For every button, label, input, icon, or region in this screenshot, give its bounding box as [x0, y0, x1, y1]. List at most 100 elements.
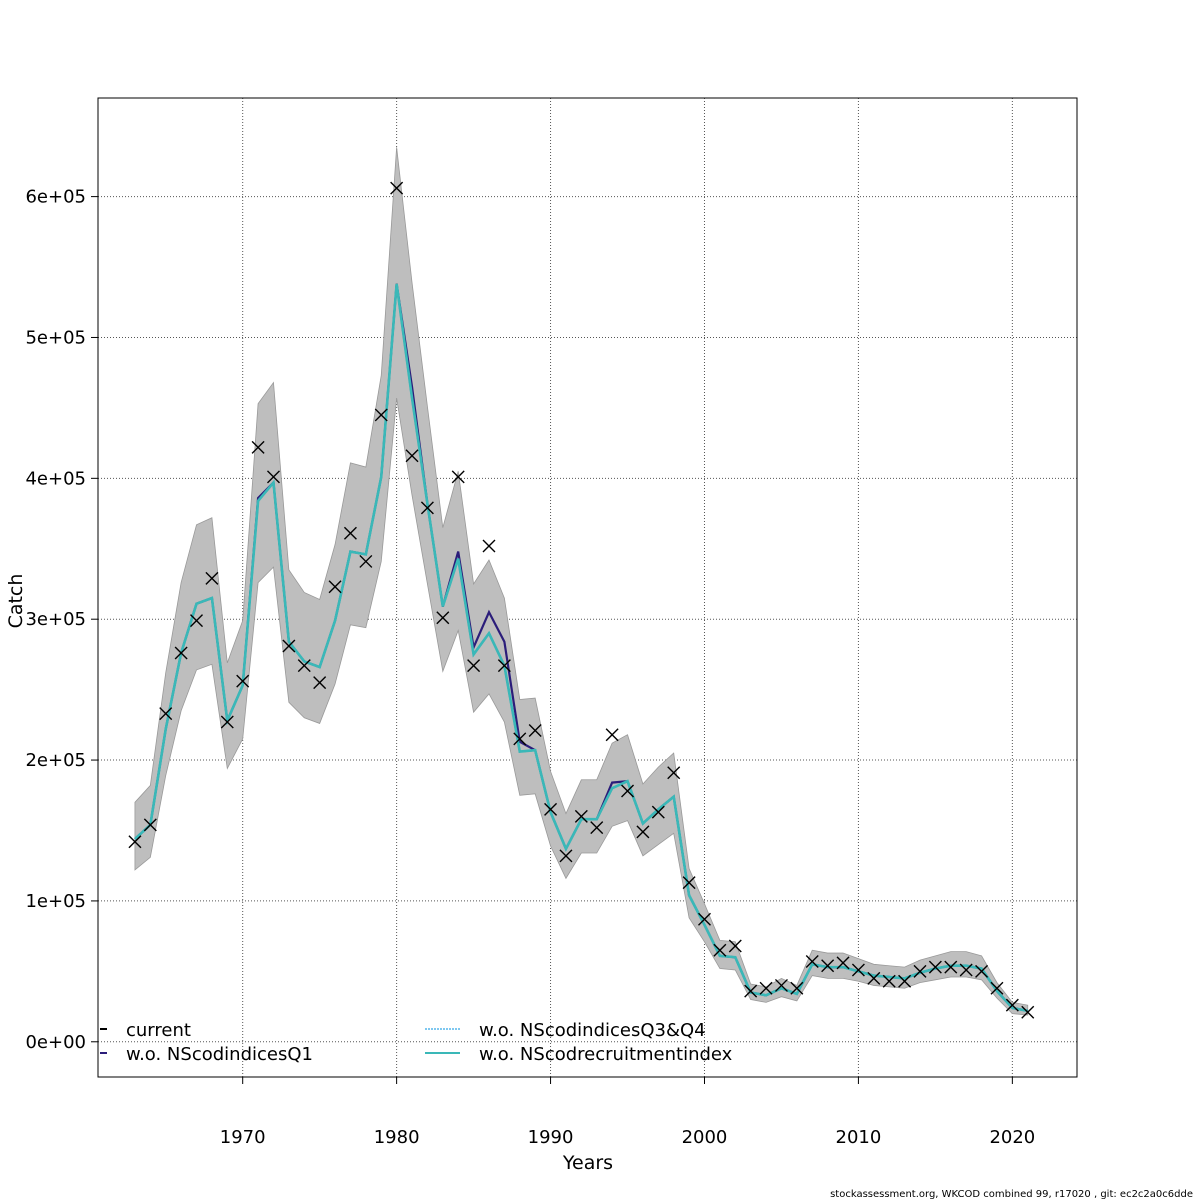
legend-label: current — [126, 1020, 191, 1041]
observed-point-stroke — [405, 449, 419, 463]
observed-point — [636, 825, 650, 839]
observed-point-stroke — [313, 676, 327, 690]
observed-point — [713, 943, 727, 957]
x-tick-label: 1970 — [220, 1127, 266, 1148]
observed-point — [590, 821, 604, 835]
observed-point — [420, 501, 434, 515]
observed-point-stroke — [266, 470, 280, 484]
observed-point-stroke — [220, 715, 234, 729]
x-tick-label: 2020 — [989, 1127, 1035, 1148]
confidence-band — [134, 147, 1029, 1016]
observed-point — [975, 964, 989, 978]
series-lines — [134, 283, 1028, 1013]
observed-point — [436, 611, 450, 625]
observed-point-stroke — [836, 956, 850, 970]
observed-point — [497, 659, 511, 673]
observed-point — [882, 974, 896, 988]
observed-point — [559, 849, 573, 863]
observed-point — [928, 960, 942, 974]
grid — [98, 98, 1077, 1077]
observed-point-stroke — [190, 614, 204, 628]
observed-point — [266, 470, 280, 484]
observed-point — [805, 954, 819, 968]
observed-point — [990, 981, 1004, 995]
observed-point-stroke — [590, 821, 604, 835]
y-tick-label: 3e+05 — [25, 609, 86, 630]
y-tick-label: 5e+05 — [25, 327, 86, 348]
observed-point-stroke — [528, 723, 542, 737]
legend-label: w.o. NScodrecruitmentindex — [479, 1044, 733, 1065]
observed-point — [544, 802, 558, 816]
observed-point — [651, 805, 665, 819]
observed-point — [621, 784, 635, 798]
observed-point — [667, 766, 681, 780]
observed-point-stroke — [420, 501, 434, 515]
observed-point — [128, 835, 142, 849]
y-tick-label: 4e+05 — [25, 468, 86, 489]
observed-point — [159, 707, 173, 721]
observed-point — [451, 470, 465, 484]
observed-point-stroke — [790, 981, 804, 995]
observed-point-stroke — [297, 659, 311, 673]
observed-point — [697, 912, 711, 926]
observed-point-stroke — [867, 971, 881, 985]
observed-point — [359, 554, 373, 568]
observed-point — [297, 659, 311, 673]
observed-point-stroke — [744, 984, 758, 998]
plot-frame — [97, 97, 1078, 1078]
observed-point-stroke — [390, 181, 404, 195]
observed-point — [282, 639, 296, 653]
observed-point — [190, 614, 204, 628]
y-axis-label: Catch — [5, 574, 27, 629]
observed-point-stroke — [1005, 998, 1019, 1012]
observed-point — [343, 526, 357, 540]
x-tick-label: 1990 — [528, 1127, 574, 1148]
observed-point — [898, 974, 912, 988]
observed-point-stroke — [328, 580, 342, 594]
observed-point-stroke — [621, 784, 635, 798]
observed-point — [313, 676, 327, 690]
observed-point-stroke — [128, 835, 142, 849]
observed-point-stroke — [728, 939, 742, 953]
y-tick-label: 2e+05 — [25, 750, 86, 771]
observed-point — [605, 728, 619, 742]
observed-point-stroke — [451, 470, 465, 484]
observed-point — [467, 659, 481, 673]
observed-point — [220, 715, 234, 729]
observed-point-stroke — [759, 981, 773, 995]
observed-point-stroke — [990, 981, 1004, 995]
observed-point-stroke — [467, 659, 481, 673]
observed-point — [528, 723, 542, 737]
observed-point-stroke — [774, 978, 788, 992]
x-tick-label: 2000 — [682, 1127, 728, 1148]
observed-point-stroke — [851, 963, 865, 977]
observed-point-stroke — [898, 974, 912, 988]
observed-point-stroke — [497, 659, 511, 673]
observed-point — [790, 981, 804, 995]
observed-point — [374, 408, 388, 422]
observed-point-stroke — [374, 408, 388, 422]
observed-point — [836, 956, 850, 970]
observed-point-stroke — [636, 825, 650, 839]
observed-point — [728, 939, 742, 953]
observed-point — [328, 580, 342, 594]
legend-label: w.o. NScodindicesQ1 — [126, 1044, 313, 1065]
observed-point — [682, 876, 696, 890]
observed-point — [205, 571, 219, 585]
observed-point-stroke — [559, 849, 573, 863]
observed-point-stroke — [544, 802, 558, 816]
x-tick-label: 2010 — [836, 1127, 882, 1148]
observed-point-stroke — [174, 646, 188, 660]
observed-point-stroke — [651, 805, 665, 819]
observed-point — [867, 971, 881, 985]
observed-point-stroke — [513, 732, 527, 746]
y-axis: 0e+00 1e+05 2e+05 3e+05 4e+05 5e+05 6e+05 — [25, 187, 98, 1053]
observed-point-stroke — [959, 963, 973, 977]
observed-point-stroke — [359, 554, 373, 568]
observed-point — [944, 960, 958, 974]
observed-point — [821, 959, 835, 973]
observed-point — [744, 984, 758, 998]
observed-point — [913, 964, 927, 978]
observed-point — [174, 646, 188, 660]
